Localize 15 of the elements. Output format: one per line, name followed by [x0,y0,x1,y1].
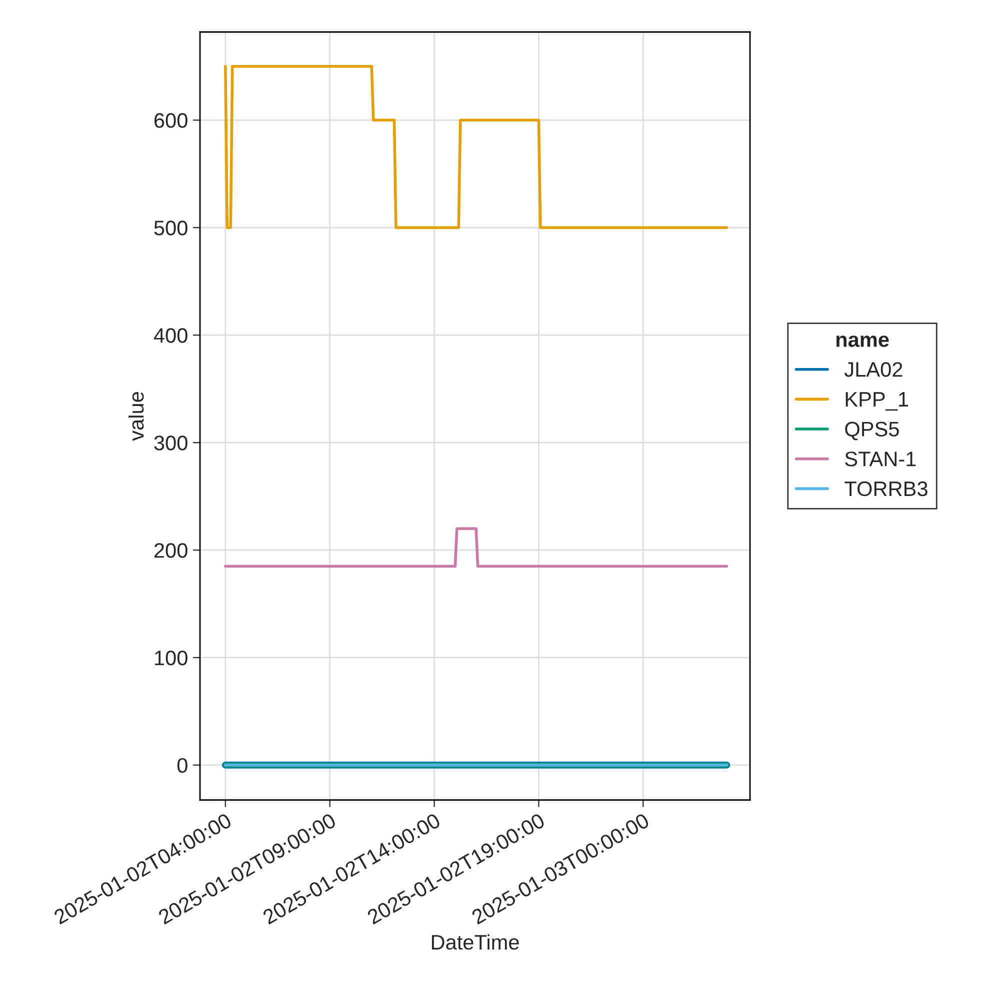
y-tick-label: 600 [154,113,188,128]
x-axis-title: DateTime [432,934,519,950]
y-tick-label: 300 [154,436,188,450]
legend-label: STAN-1 [845,452,916,466]
y-tick-label: 0 [177,758,188,773]
y-tick-label: 100 [155,650,188,666]
y-tick-label: 200 [154,543,188,558]
y-tick-label: 400 [154,328,188,343]
y-axis-title: value [128,392,144,441]
legend-title: name [836,336,889,347]
y-tick-label: 500 [154,220,188,236]
legend-label: QPS5 [845,422,899,440]
legend-label: TORRB3 [844,481,928,496]
legend-label: JLA02 [844,362,902,377]
legend-label: KPP_1 [846,392,908,411]
